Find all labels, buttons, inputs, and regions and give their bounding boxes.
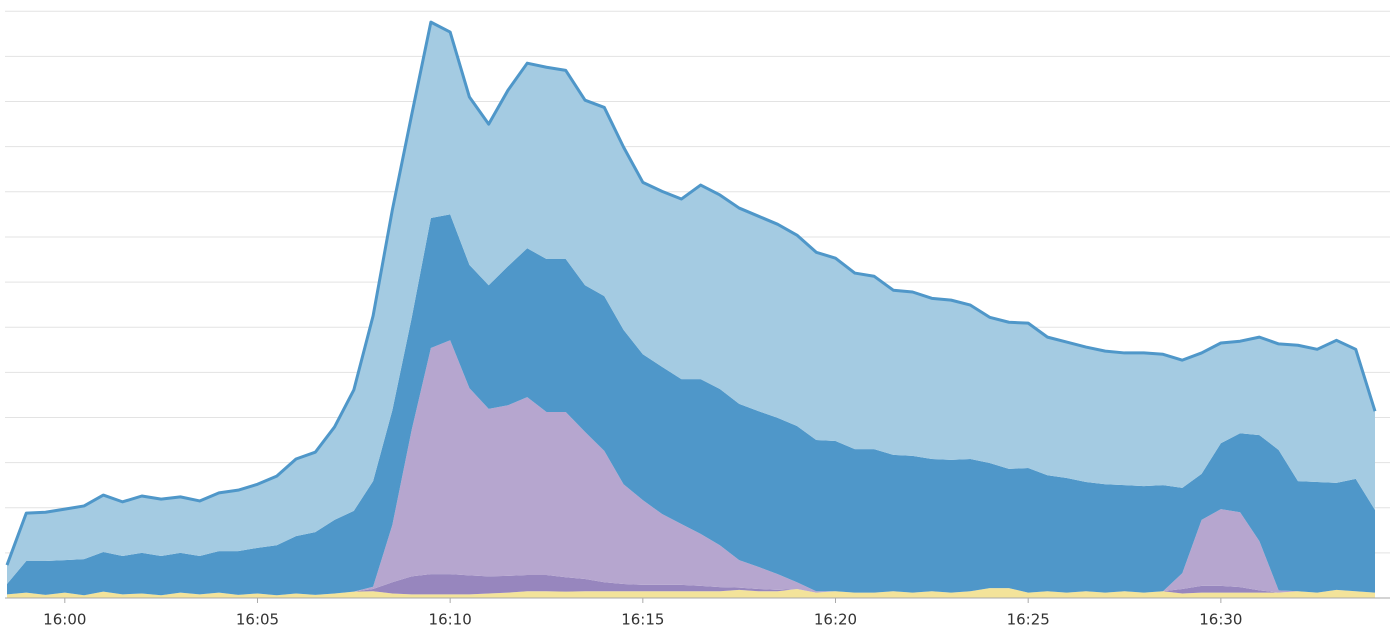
- area: [7, 214, 1375, 596]
- area: [7, 574, 1375, 596]
- x-tick-label: 16:05: [236, 611, 279, 629]
- x-tick-label: 16:20: [814, 611, 857, 629]
- x-tick-label: 16:25: [1007, 611, 1050, 629]
- area-top-line: [5, 20, 1377, 566]
- area: [7, 588, 1375, 598]
- area: [7, 340, 1375, 596]
- x-tick-label: 16:15: [621, 611, 664, 629]
- x-tick-label: 16:00: [43, 611, 86, 629]
- area: [7, 22, 1375, 585]
- x-tick-label: 16:10: [429, 611, 472, 629]
- x-tick-label: 16:30: [1199, 611, 1242, 629]
